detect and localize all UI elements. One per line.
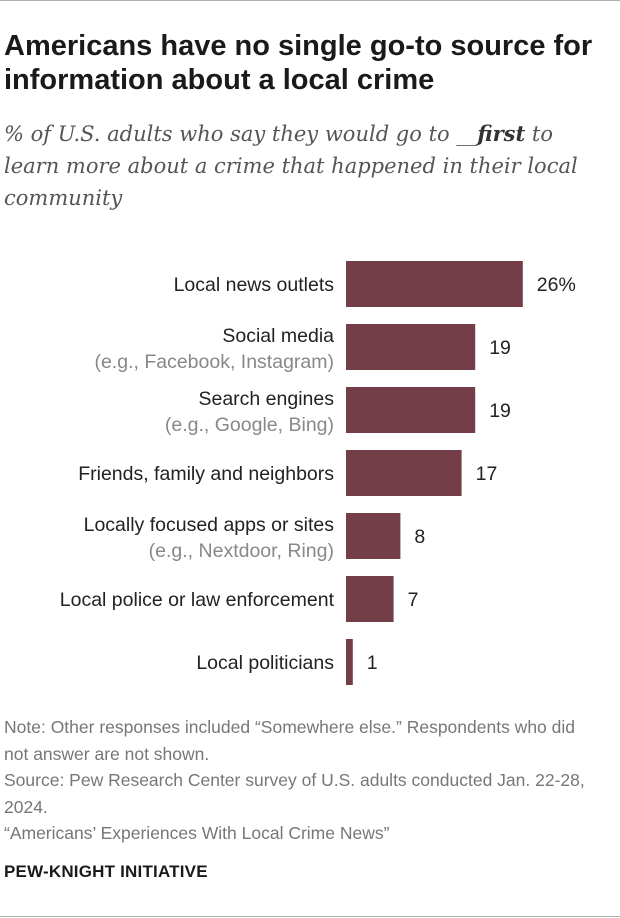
category-label: Search engines <box>198 388 334 410</box>
bar <box>346 387 476 433</box>
bar-chart: Local news outlets 26% Social media (e.g., … <box>60 261 576 685</box>
report-title: “Americans’ Experiences With Local Crime… <box>4 823 390 843</box>
source-text: Source: Pew Research Center survey of U.… <box>4 770 585 817</box>
subtitle-lead: % of U.S. adults who say they would go t… <box>4 122 457 146</box>
bar-row: Social media (e.g., Facebook, Instagram) 1… <box>94 324 511 373</box>
bar-row: Local news outlets 26% <box>174 261 576 307</box>
value-label: 26% <box>537 274 576 296</box>
bar-row: Search engines (e.g., Google, Bing) 19 <box>165 387 511 436</box>
value-label: 7 <box>408 589 419 611</box>
subtitle-blank: __ <box>456 122 478 146</box>
top-rule <box>0 0 620 1</box>
category-label: Local police or law enforcement <box>60 589 335 611</box>
note-text: Note: Other responses included “Somewher… <box>4 717 576 764</box>
category-label: Local politicians <box>196 652 334 674</box>
category-label: Friends, family and neighbors <box>78 463 334 485</box>
bar <box>346 450 462 496</box>
subtitle-tail: to learn more about a crime that happene… <box>4 122 578 210</box>
chart-title: Americans have no single go-to source fo… <box>4 30 593 96</box>
bar-row: Friends, family and neighbors 17 <box>78 450 497 496</box>
bar <box>346 513 401 559</box>
footer-notes: Note: Other responses included “Somewher… <box>4 714 604 847</box>
value-label: 1 <box>367 652 378 674</box>
bar <box>346 639 353 685</box>
bottom-rule <box>0 916 620 917</box>
category-sublabel: (e.g., Nextdoor, Ring) <box>149 540 334 562</box>
chart-subtitle: % of U.S. adults who say they would go t… <box>4 118 604 214</box>
bar <box>346 261 523 307</box>
category-sublabel: (e.g., Google, Bing) <box>165 414 334 436</box>
bar <box>346 324 476 370</box>
value-label: 17 <box>476 463 498 485</box>
value-label: 19 <box>489 337 511 359</box>
brand-label: PEW-KNIGHT INITIATIVE <box>4 862 208 881</box>
value-label: 19 <box>489 400 511 422</box>
category-label: Social media <box>222 325 334 347</box>
subtitle-emphasis: first <box>477 121 526 146</box>
value-label: 8 <box>414 526 425 548</box>
category-sublabel: (e.g., Facebook, Instagram) <box>94 351 334 373</box>
bar-row: Local politicians 1 <box>196 639 378 685</box>
category-label: Locally focused apps or sites <box>84 514 335 536</box>
category-label: Local news outlets <box>174 274 335 296</box>
bar-row: Local police or law enforcement 7 <box>60 576 419 622</box>
bar <box>346 576 394 622</box>
bar-row: Locally focused apps or sites (e.g., Next… <box>84 513 425 562</box>
